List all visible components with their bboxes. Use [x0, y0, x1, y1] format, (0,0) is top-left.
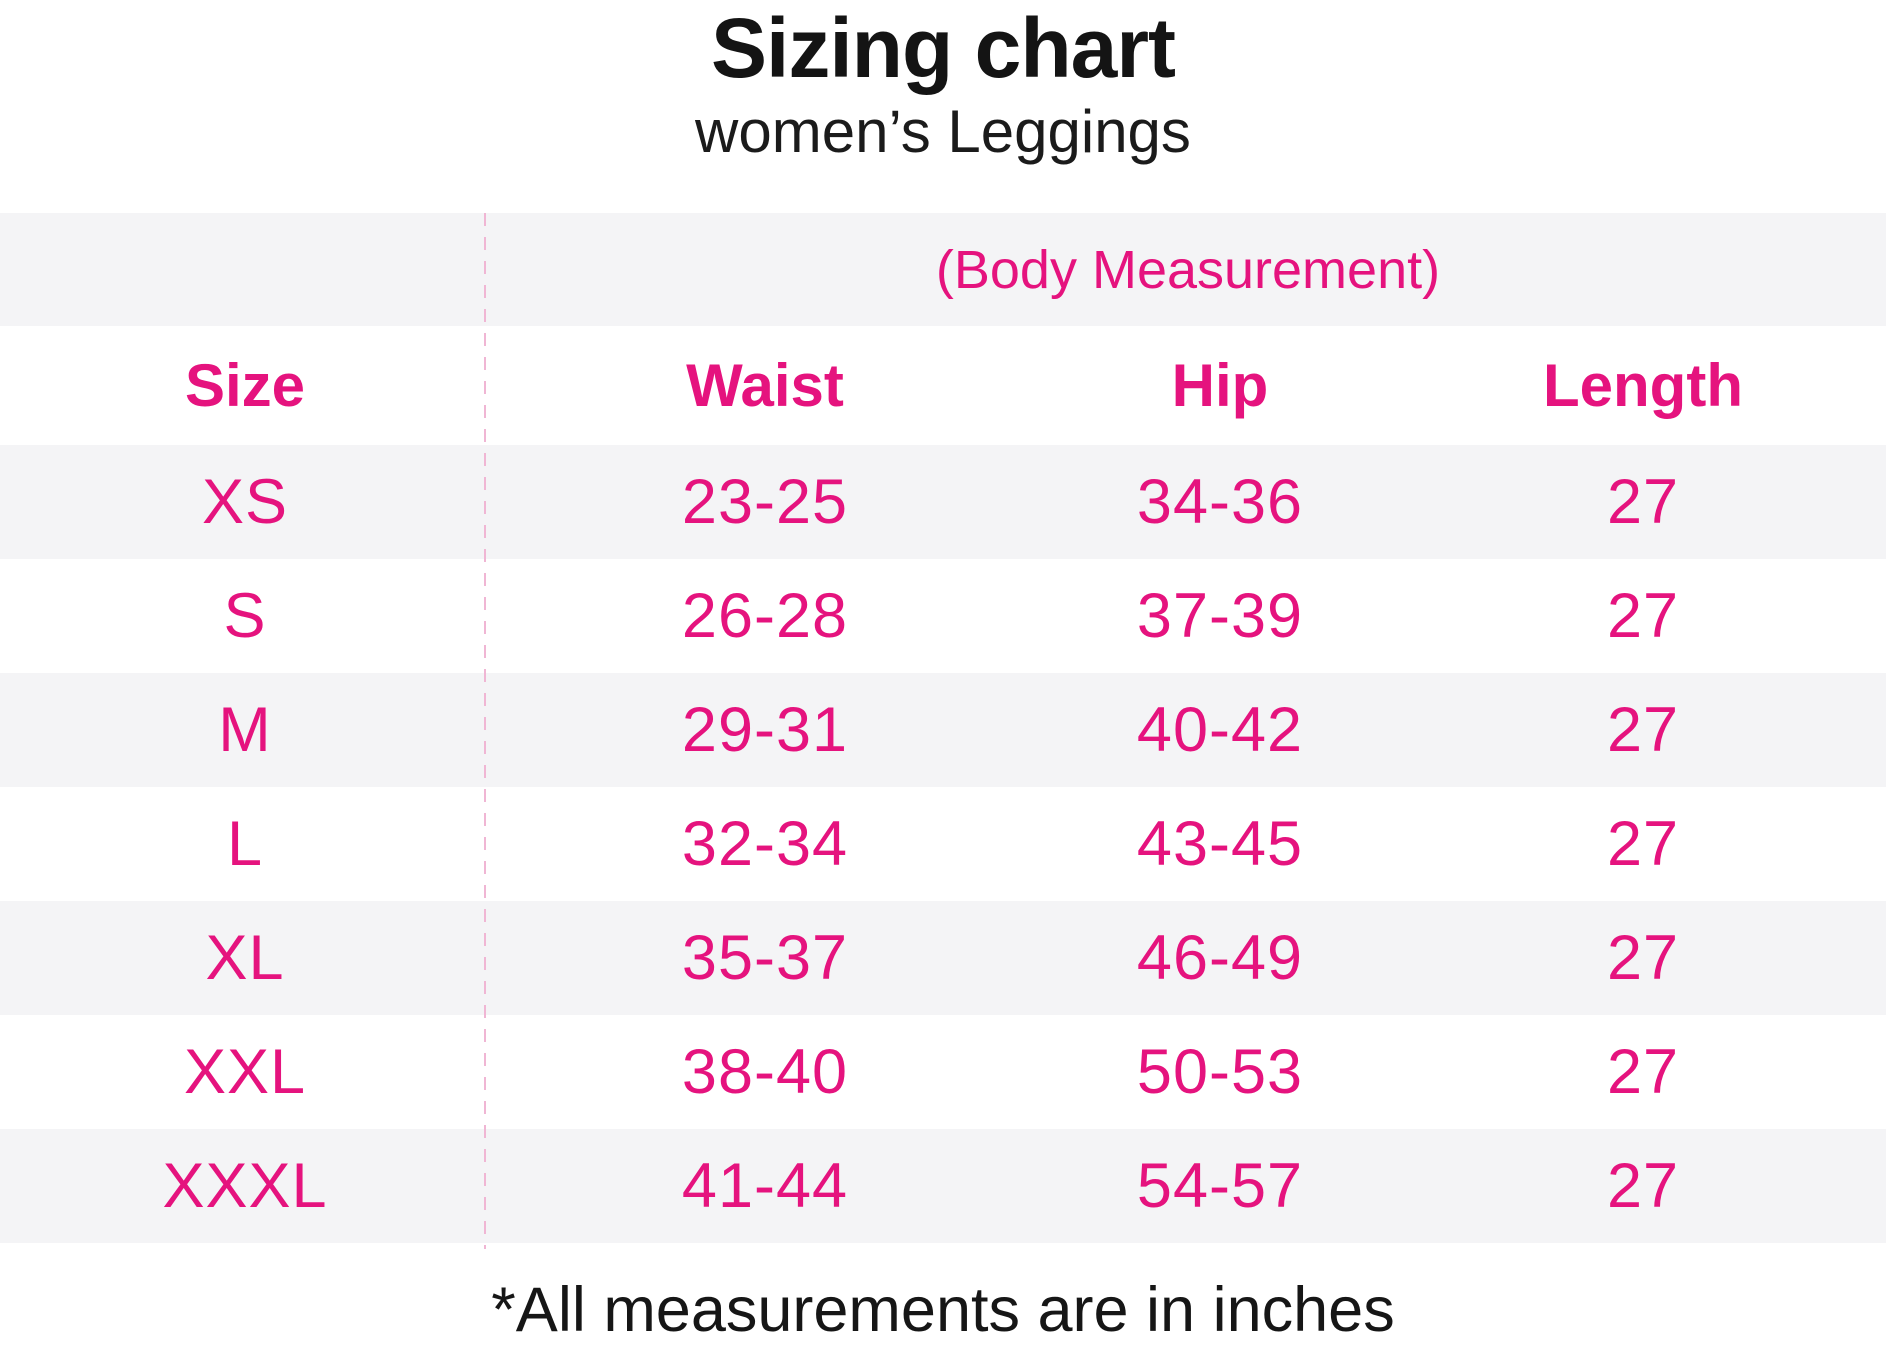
- page-subtitle: women’s Leggings: [695, 98, 1191, 165]
- column-header-hip: Hip: [1171, 352, 1269, 419]
- table-row-s: S 26-28 37-39 27: [0, 559, 1886, 673]
- waist-cell: 23-25: [681, 467, 849, 537]
- page-title: Sizing chart: [710, 1, 1176, 95]
- table-row-l: L 32-34 43-45 27: [0, 787, 1886, 901]
- column-header-length: Length: [1543, 352, 1743, 419]
- hip-cell: 50-53: [1136, 1037, 1304, 1107]
- table-row-xxxl: XXXL 41-44 54-57 27: [0, 1129, 1886, 1243]
- hip-cell: 40-42: [1136, 695, 1304, 765]
- size-cell: XXXL: [162, 1151, 328, 1221]
- hip-cell: 34-36: [1136, 467, 1304, 537]
- size-cell: S: [223, 581, 267, 651]
- sizing-table: (Body Measurement) Size Waist Hip Length…: [0, 213, 1886, 1249]
- size-cell: L: [226, 809, 264, 879]
- waist-cell: 41-44: [681, 1151, 849, 1221]
- size-cell: XXL: [183, 1037, 307, 1107]
- group-header-row: (Body Measurement): [0, 213, 1886, 326]
- size-cell: XS: [201, 467, 289, 537]
- waist-cell: 26-28: [681, 581, 849, 651]
- table-row-xs: XS 23-25 34-36 27: [0, 445, 1886, 559]
- waist-cell: 32-34: [681, 809, 849, 879]
- length-cell: 27: [1606, 923, 1680, 993]
- measurements-footnote: *All measurements are in inches: [491, 1275, 1395, 1345]
- hip-cell: 43-45: [1136, 809, 1304, 879]
- column-divider-dashed-line: [484, 213, 486, 1249]
- column-header-size: Size: [184, 352, 306, 419]
- column-header-waist: Waist: [686, 352, 844, 419]
- hip-cell: 46-49: [1136, 923, 1304, 993]
- table-row-m: M 29-31 40-42 27: [0, 673, 1886, 787]
- group-header-label: (Body Measurement): [935, 239, 1441, 300]
- length-cell: 27: [1606, 467, 1680, 537]
- table-row-xxl: XXL 38-40 50-53 27: [0, 1015, 1886, 1129]
- size-cell: XL: [205, 923, 285, 993]
- length-cell: 27: [1606, 581, 1680, 651]
- column-header-row: Size Waist Hip Length: [0, 326, 1886, 445]
- length-cell: 27: [1606, 1037, 1680, 1107]
- hip-cell: 54-57: [1136, 1151, 1304, 1221]
- waist-cell: 38-40: [681, 1037, 849, 1107]
- size-cell: M: [218, 695, 272, 765]
- table-row-xl: XL 35-37 46-49 27: [0, 901, 1886, 1015]
- length-cell: 27: [1606, 695, 1680, 765]
- length-cell: 27: [1606, 1151, 1680, 1221]
- page-header: Sizing chart women’s Leggings: [0, 0, 1886, 166]
- hip-cell: 37-39: [1136, 581, 1304, 651]
- waist-cell: 35-37: [681, 923, 849, 993]
- waist-cell: 29-31: [681, 695, 849, 765]
- length-cell: 27: [1606, 809, 1680, 879]
